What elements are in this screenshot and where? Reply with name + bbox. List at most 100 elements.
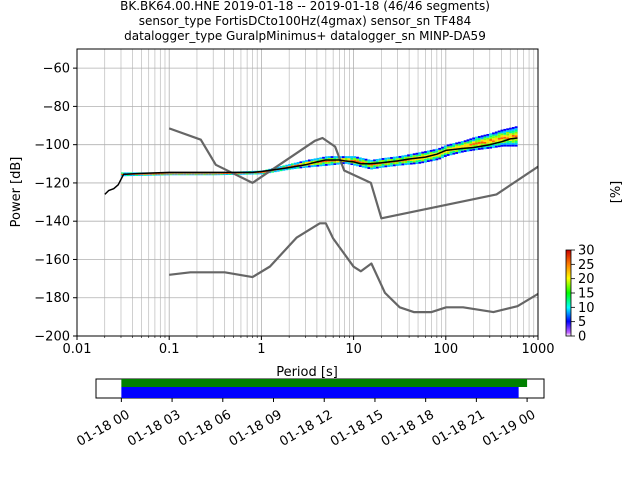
psd-cell (429, 155, 433, 158)
psd-cell (509, 142, 512, 145)
timeline-tick-label: 01-18 09 (227, 407, 285, 449)
psd-cell (506, 142, 510, 145)
psd-cell (234, 172, 238, 174)
psd-cell (486, 143, 490, 146)
psd-cell (463, 150, 467, 153)
psd-cell (514, 139, 518, 142)
psd-cell (126, 172, 130, 174)
psd-cell (381, 158, 385, 160)
psd-cell (477, 135, 481, 138)
psd-cell (364, 160, 368, 163)
psd-cell (494, 133, 498, 136)
psd-cell (373, 161, 376, 164)
psd-cell (140, 173, 144, 175)
psd-cell (477, 147, 481, 150)
psd-cell (489, 140, 493, 143)
psd-cell (483, 141, 487, 144)
psd-cell (435, 150, 439, 153)
psd-cell (455, 142, 459, 145)
psd-cell (279, 166, 283, 168)
psd-cell (446, 152, 450, 155)
psd-cell (322, 164, 325, 167)
psd-cell (497, 143, 501, 146)
psd-cell (492, 134, 495, 137)
psd-cell (409, 162, 413, 165)
psd-cell (205, 173, 209, 175)
psd-cell (438, 153, 442, 156)
psd-cell (489, 144, 493, 147)
psd-cell (398, 161, 402, 164)
psd-cell (500, 129, 504, 132)
psd-cell (475, 138, 478, 141)
psd-cell (509, 127, 512, 130)
psd-cell (188, 173, 192, 175)
psd-cell (194, 174, 198, 176)
psd-cell (500, 144, 504, 147)
psd-cell (494, 139, 498, 142)
colorbar-tick-label: 25 (578, 258, 595, 273)
x-tick-label: 10 (345, 342, 362, 357)
psd-cell (319, 157, 323, 160)
psd-cell (262, 171, 266, 173)
psd-cell (407, 160, 410, 163)
noise-models (168, 127, 538, 314)
psd-cell (143, 174, 147, 176)
psd-cell (149, 173, 153, 175)
psd-cell (324, 160, 328, 163)
psd-cell (421, 159, 425, 162)
psd-cell (438, 155, 442, 158)
psd-cell (418, 152, 422, 155)
psd-cell (489, 133, 493, 136)
psd-cell (452, 145, 456, 147)
psd-cell (347, 158, 351, 161)
colorbar-tick-label: 5 (578, 315, 586, 330)
psd-cell (514, 133, 518, 136)
psd-cell (415, 160, 419, 163)
x-axis-label: Period [s] (276, 365, 338, 380)
psd-cell (455, 150, 459, 153)
psd-cell (344, 161, 348, 164)
psd-cell (313, 164, 317, 167)
psd-cell (460, 150, 464, 153)
psd-cell (435, 156, 439, 159)
noise-model-low-line (169, 222, 538, 314)
psd-cell (469, 143, 473, 146)
psd-cell (489, 135, 493, 138)
psd-cell (327, 156, 331, 159)
psd-cell (424, 153, 427, 155)
psd-cell (472, 137, 476, 140)
psd-cell (367, 159, 371, 162)
psd-cell (455, 144, 459, 147)
psd-cell (307, 161, 311, 164)
psd-cell (390, 158, 393, 161)
psd-cell (310, 158, 314, 162)
psd-cell (279, 169, 283, 172)
psd-cell (511, 140, 515, 143)
psd-cell (225, 172, 229, 174)
plot-frame (76, 48, 539, 337)
psd-cell (415, 162, 419, 165)
psd-cell (200, 173, 204, 175)
psd-cell (316, 157, 320, 160)
y-tick-label: −100 (34, 138, 70, 153)
psd-cell (429, 153, 433, 156)
psd-cell (511, 128, 515, 131)
psd-cell (395, 158, 399, 161)
psd-cell (477, 141, 481, 144)
psd-cell (483, 145, 487, 148)
psd-cell (506, 128, 510, 131)
psd-cell (183, 173, 187, 175)
psd-cell (438, 147, 442, 150)
psd-cell (288, 167, 291, 170)
psd-cell (336, 160, 340, 163)
psd-cell (429, 159, 433, 162)
psd-cell (480, 141, 484, 144)
psd-cell (356, 160, 359, 163)
psd-cell (415, 152, 419, 155)
psd-cell (228, 172, 232, 174)
chart-title-line-3: datalogger_type GuralpMinimus+ datalogge… (124, 29, 486, 43)
psd-cell (475, 140, 478, 143)
psd-cell (497, 139, 501, 142)
psd-cell (449, 147, 453, 150)
psd-cell (500, 135, 504, 138)
